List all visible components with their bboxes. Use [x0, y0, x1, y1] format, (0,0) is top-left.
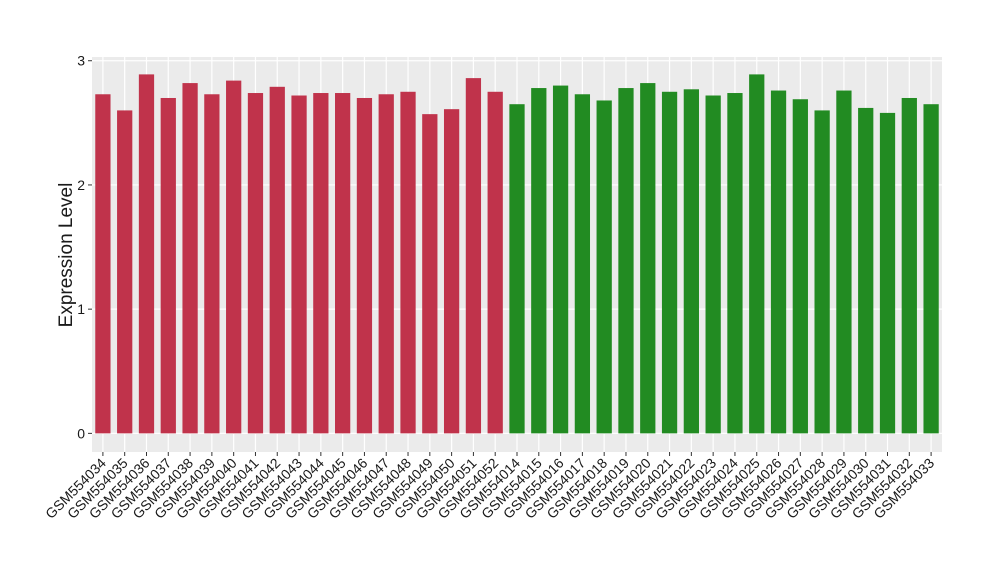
bar	[204, 94, 220, 434]
bar	[792, 99, 808, 434]
y-tick-label: 2	[77, 177, 85, 193]
bar	[291, 95, 307, 434]
bar	[117, 110, 133, 434]
bar	[727, 93, 743, 434]
bar	[95, 94, 111, 434]
y-tick-label: 0	[77, 425, 85, 441]
y-tick-label: 3	[77, 53, 85, 69]
bar	[749, 74, 765, 434]
bar	[574, 94, 591, 434]
bar	[901, 97, 917, 434]
bar	[487, 91, 503, 434]
bar	[160, 97, 176, 434]
bar	[858, 107, 874, 434]
y-axis-label: Expression Level	[56, 183, 77, 328]
bar	[683, 89, 699, 434]
bar	[596, 100, 612, 434]
bar	[836, 90, 852, 434]
bar	[422, 114, 438, 434]
bar	[247, 93, 264, 434]
bar	[356, 97, 373, 434]
bar	[552, 85, 569, 434]
bar	[226, 80, 242, 434]
bar	[465, 78, 482, 434]
bar	[531, 88, 547, 434]
bar	[879, 112, 896, 434]
bar	[313, 93, 329, 434]
bar	[269, 86, 285, 434]
bar	[770, 90, 787, 434]
bar	[443, 109, 460, 434]
bar	[661, 91, 678, 434]
y-tick-label: 1	[77, 301, 85, 317]
bar	[182, 83, 198, 434]
bar	[378, 94, 394, 434]
bar	[335, 93, 351, 434]
bar	[640, 83, 656, 434]
bar	[400, 91, 416, 434]
bar	[509, 104, 525, 434]
bar	[705, 95, 721, 434]
bar	[814, 110, 830, 434]
bar	[138, 74, 155, 434]
bar	[923, 104, 939, 434]
bar	[618, 88, 634, 434]
